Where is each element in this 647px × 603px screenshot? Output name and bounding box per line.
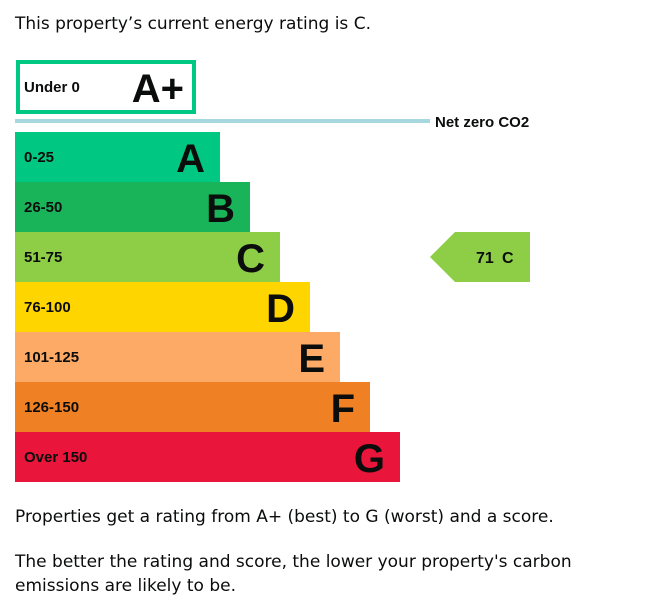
band-a-plus-bar [16, 60, 196, 114]
band-d-letter: D [266, 287, 295, 331]
band-e-letter: E [298, 337, 325, 381]
band-b-bar [15, 182, 250, 232]
carbon-explanation: The better the rating and score, the low… [15, 552, 572, 596]
band-g-bar [15, 432, 400, 482]
current-rating-score: 71 [476, 250, 494, 267]
band-d-bar [15, 282, 310, 332]
band-c-letter: C [236, 237, 265, 281]
intro-text: This property’s current energy rating is… [15, 14, 371, 34]
band-g-range: Over 150 [24, 449, 87, 466]
band-a-bar [15, 132, 220, 182]
rating-explanation: Properties get a rating from A+ (best) t… [15, 507, 554, 527]
band-e-range: 101-125 [24, 349, 79, 366]
band-a-range: 0-25 [24, 149, 54, 166]
band-b-letter: B [206, 187, 235, 231]
band-f-bar [15, 382, 370, 432]
band-c-bar [15, 232, 280, 282]
net-zero-line [15, 119, 430, 123]
band-c-range: 51-75 [24, 249, 62, 266]
epc-rating-chart: Under 0 A+ Net zero CO2 0-25 A 26-50 B 51-75 C 76… [15, 60, 530, 482]
band-f-letter: F [331, 387, 355, 431]
band-e-bar [15, 332, 340, 382]
band-f-range: 126-150 [24, 399, 79, 416]
current-rating-arrow [430, 232, 530, 282]
band-a-plus-letter: A+ [132, 67, 184, 111]
band-a-plus-range: Under 0 [24, 79, 80, 96]
current-rating-letter: C [502, 250, 514, 267]
band-b-range: 26-50 [24, 199, 62, 216]
band-d-range: 76-100 [24, 299, 71, 316]
band-g-letter: G [354, 437, 385, 481]
band-a-letter: A [176, 137, 205, 181]
net-zero-label: Net zero CO2 [435, 114, 529, 131]
